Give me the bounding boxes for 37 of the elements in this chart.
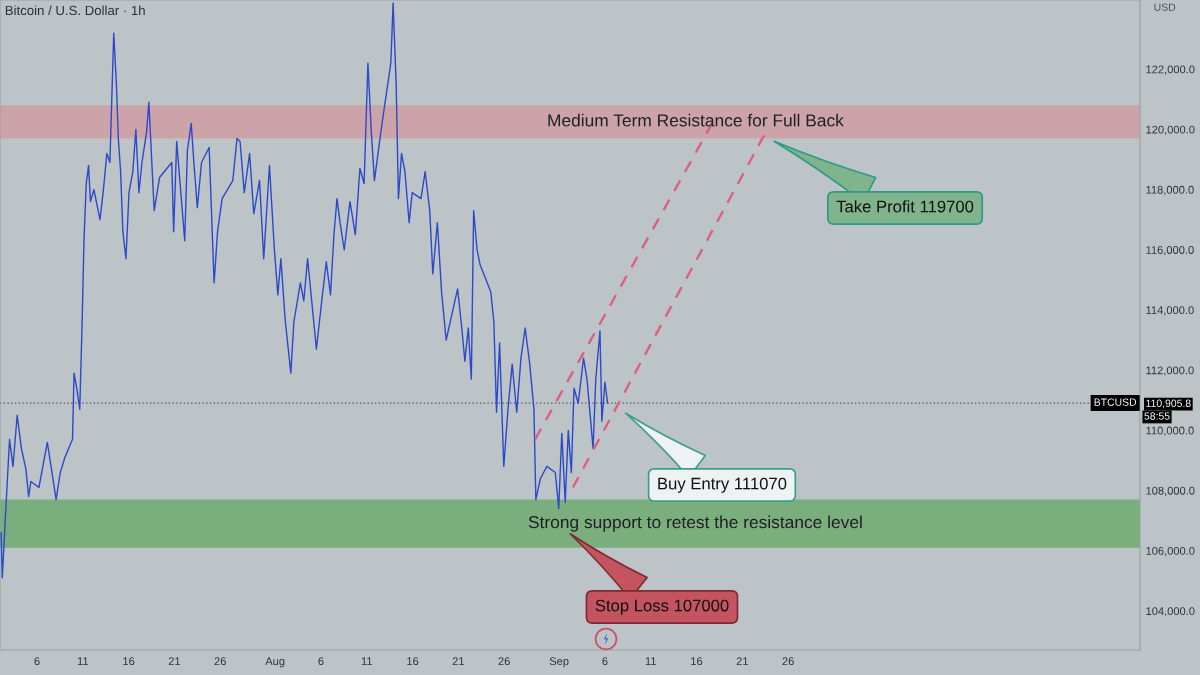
x-tick-label: 6 bbox=[602, 657, 608, 666]
y-tick-label: 118,000.0 bbox=[1146, 185, 1194, 196]
x-tick-label: 6 bbox=[34, 657, 40, 666]
x-tick-label: 16 bbox=[691, 657, 703, 666]
x-tick-label: Aug bbox=[265, 657, 285, 668]
band-label: Medium Term Resistance for Full Back bbox=[548, 113, 844, 127]
y-tick-label: 114,000.0 bbox=[1146, 306, 1194, 316]
y-tick-label: 120,000.0 bbox=[1146, 125, 1195, 135]
ref-line-label: BTCUSD bbox=[1094, 398, 1137, 406]
band-label: Strong support to retest the resistance level bbox=[528, 515, 862, 532]
y-tick-label: 122,000.0 bbox=[1146, 65, 1195, 75]
chart-title: Bitcoin / U.S. Dollar · 1h bbox=[5, 5, 145, 16]
x-tick-label: 11 bbox=[645, 657, 656, 665]
x-tick-label: 11 bbox=[77, 657, 89, 665]
x-tick-label: Sep bbox=[549, 657, 569, 668]
annotation: Buy Entry 111070 bbox=[658, 477, 787, 493]
text: 58:55 bbox=[1144, 412, 1170, 420]
x-tick-label: 16 bbox=[123, 657, 135, 666]
x-tick-label: 16 bbox=[407, 657, 419, 666]
y-tick-label: 116,000.0 bbox=[1146, 246, 1194, 256]
x-tick-label: 11 bbox=[361, 657, 372, 665]
x-tick-label: 26 bbox=[214, 657, 226, 666]
y-tick-label: 108,000.0 bbox=[1146, 486, 1195, 496]
y-tick-label: 112,000.0 bbox=[1146, 366, 1194, 376]
y-tick-label: 110,905.8 bbox=[1146, 399, 1191, 409]
y-tick-label: 104,000.0 bbox=[1146, 607, 1195, 617]
y-tick-label: 106,000.0 bbox=[1146, 546, 1195, 557]
y-tick-label: 110,000.0 bbox=[1146, 426, 1194, 436]
x-tick-label: 6 bbox=[318, 657, 324, 666]
x-tick-label: 21 bbox=[452, 657, 464, 665]
x-tick-label: 21 bbox=[736, 657, 748, 665]
x-tick-label: 26 bbox=[782, 657, 794, 666]
annotation: Stop Loss 107000 bbox=[595, 599, 729, 615]
annotation: Take Profit 119700 bbox=[836, 200, 974, 213]
x-tick-label: 26 bbox=[498, 657, 510, 666]
y-axis-title: USD bbox=[1154, 3, 1176, 11]
x-tick-label: 21 bbox=[168, 657, 181, 665]
